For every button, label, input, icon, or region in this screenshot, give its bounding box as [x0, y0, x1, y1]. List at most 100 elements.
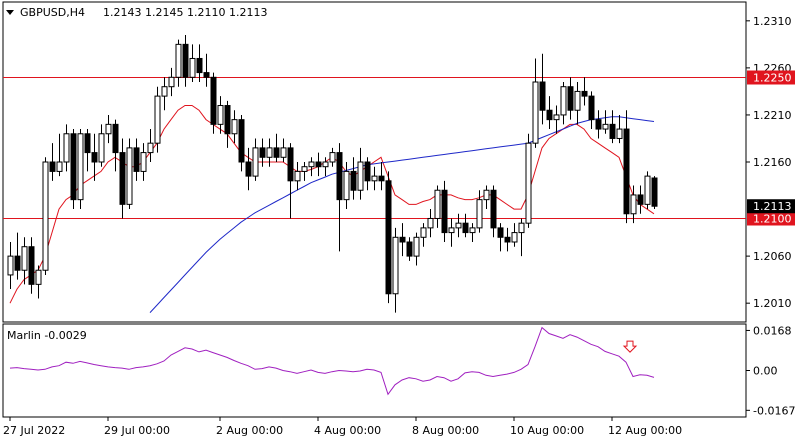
bull-candle-body: [644, 175, 651, 205]
candle: [511, 223, 518, 247]
bull-candle-body: [189, 57, 196, 78]
bear-candle-body: [14, 255, 21, 271]
collapse-triangle-icon[interactable]: [6, 10, 14, 15]
bull-candle-body: [371, 175, 378, 182]
bull-candle-body: [343, 170, 350, 201]
bull-candle-body: [574, 90, 581, 111]
bull-candle-body: [168, 76, 175, 88]
bear-candle-body: [399, 236, 406, 243]
bull-candle-body: [294, 170, 301, 182]
candle: [462, 213, 469, 238]
level-price-tag: [747, 211, 795, 226]
oscillator-line: [9, 326, 655, 396]
candle: [294, 162, 301, 191]
time-tick-label: 27 Jul 2022: [3, 424, 65, 437]
bull-candle-body: [105, 123, 112, 135]
candle: [434, 185, 441, 228]
moving-averages: [9, 105, 655, 313]
bear-candle-body: [91, 152, 98, 163]
candle: [385, 171, 392, 304]
bear-candle-body: [546, 109, 553, 121]
current-price-tag: [747, 199, 795, 214]
bear-candle-body: [245, 161, 252, 177]
bull-candle-body: [511, 232, 518, 243]
bull-candle-body: [266, 147, 273, 158]
bear-candle-body: [70, 133, 77, 201]
bear-candle-body: [441, 189, 448, 234]
time-tick-label: 2 Aug 00:00: [216, 424, 283, 437]
candle: [532, 58, 539, 148]
price-levels: [3, 77, 746, 219]
candle: [476, 190, 483, 233]
bear-candle-body: [196, 57, 203, 74]
candlesticks: [7, 34, 658, 313]
bull-candle-body: [602, 123, 609, 130]
bull-candle-body: [413, 236, 420, 257]
bull-candle-body: [126, 147, 133, 205]
bull-candle-body: [322, 161, 329, 168]
candle: [329, 147, 336, 167]
candle: [126, 138, 133, 210]
candle: [560, 82, 567, 125]
bull-candle-body: [630, 194, 637, 215]
candle: [546, 96, 553, 130]
candle: [280, 138, 287, 162]
bull-candle-body: [63, 133, 70, 163]
candle: [231, 110, 238, 144]
bull-candle-body: [231, 119, 238, 135]
bull-candle-body: [7, 255, 14, 276]
candle: [203, 53, 210, 87]
bear-candle-body: [490, 189, 497, 229]
indicator-tick-label: -0.0167: [753, 404, 795, 417]
candle: [273, 133, 280, 162]
candle: [91, 133, 98, 181]
bull-candle-body: [434, 189, 441, 219]
bear-candle-body: [119, 152, 126, 205]
candle: [525, 133, 532, 228]
candle: [21, 237, 28, 285]
bull-candle-body: [175, 43, 182, 78]
candle: [98, 124, 105, 167]
bear-candle-body: [623, 128, 630, 215]
bear-candle-body: [406, 241, 413, 257]
candle: [119, 138, 126, 219]
bear-candle-body: [224, 105, 231, 135]
bear-candle-body: [378, 175, 385, 182]
candle: [581, 77, 588, 106]
bear-candle-body: [581, 90, 588, 97]
time-tick-label: 8 Aug 00:00: [412, 424, 479, 437]
slow-ma-line: [149, 116, 655, 313]
candle: [483, 185, 490, 210]
level-price-tag: [747, 70, 795, 85]
candle: [308, 157, 315, 177]
bear-candle-body: [182, 43, 189, 78]
time-tick-label: 29 Jul 00:00: [104, 424, 170, 437]
bull-candle-body: [35, 269, 42, 285]
candle: [238, 114, 245, 172]
bear-candle-body: [203, 72, 210, 78]
candle: [161, 77, 168, 111]
bull-candle-body: [469, 227, 476, 234]
candle: [210, 72, 217, 134]
candle: [70, 129, 77, 210]
candle: [287, 143, 294, 219]
candle: [574, 82, 581, 125]
symbol-label: GBPUSD,H4: [20, 6, 85, 19]
candle: [406, 237, 413, 261]
candle: [189, 44, 196, 82]
bear-candle-body: [364, 161, 371, 182]
bear-candle-body: [112, 123, 119, 154]
bull-candle-body: [427, 217, 434, 229]
candle: [56, 133, 63, 177]
bull-candle-body: [77, 133, 84, 201]
bull-candle-body: [301, 166, 308, 172]
candle: [217, 96, 224, 134]
candle: [518, 218, 525, 257]
indicator-tick-label: 0.0168: [753, 324, 792, 337]
bear-candle-body: [595, 119, 602, 130]
candle: [196, 44, 203, 82]
candle: [504, 227, 511, 252]
